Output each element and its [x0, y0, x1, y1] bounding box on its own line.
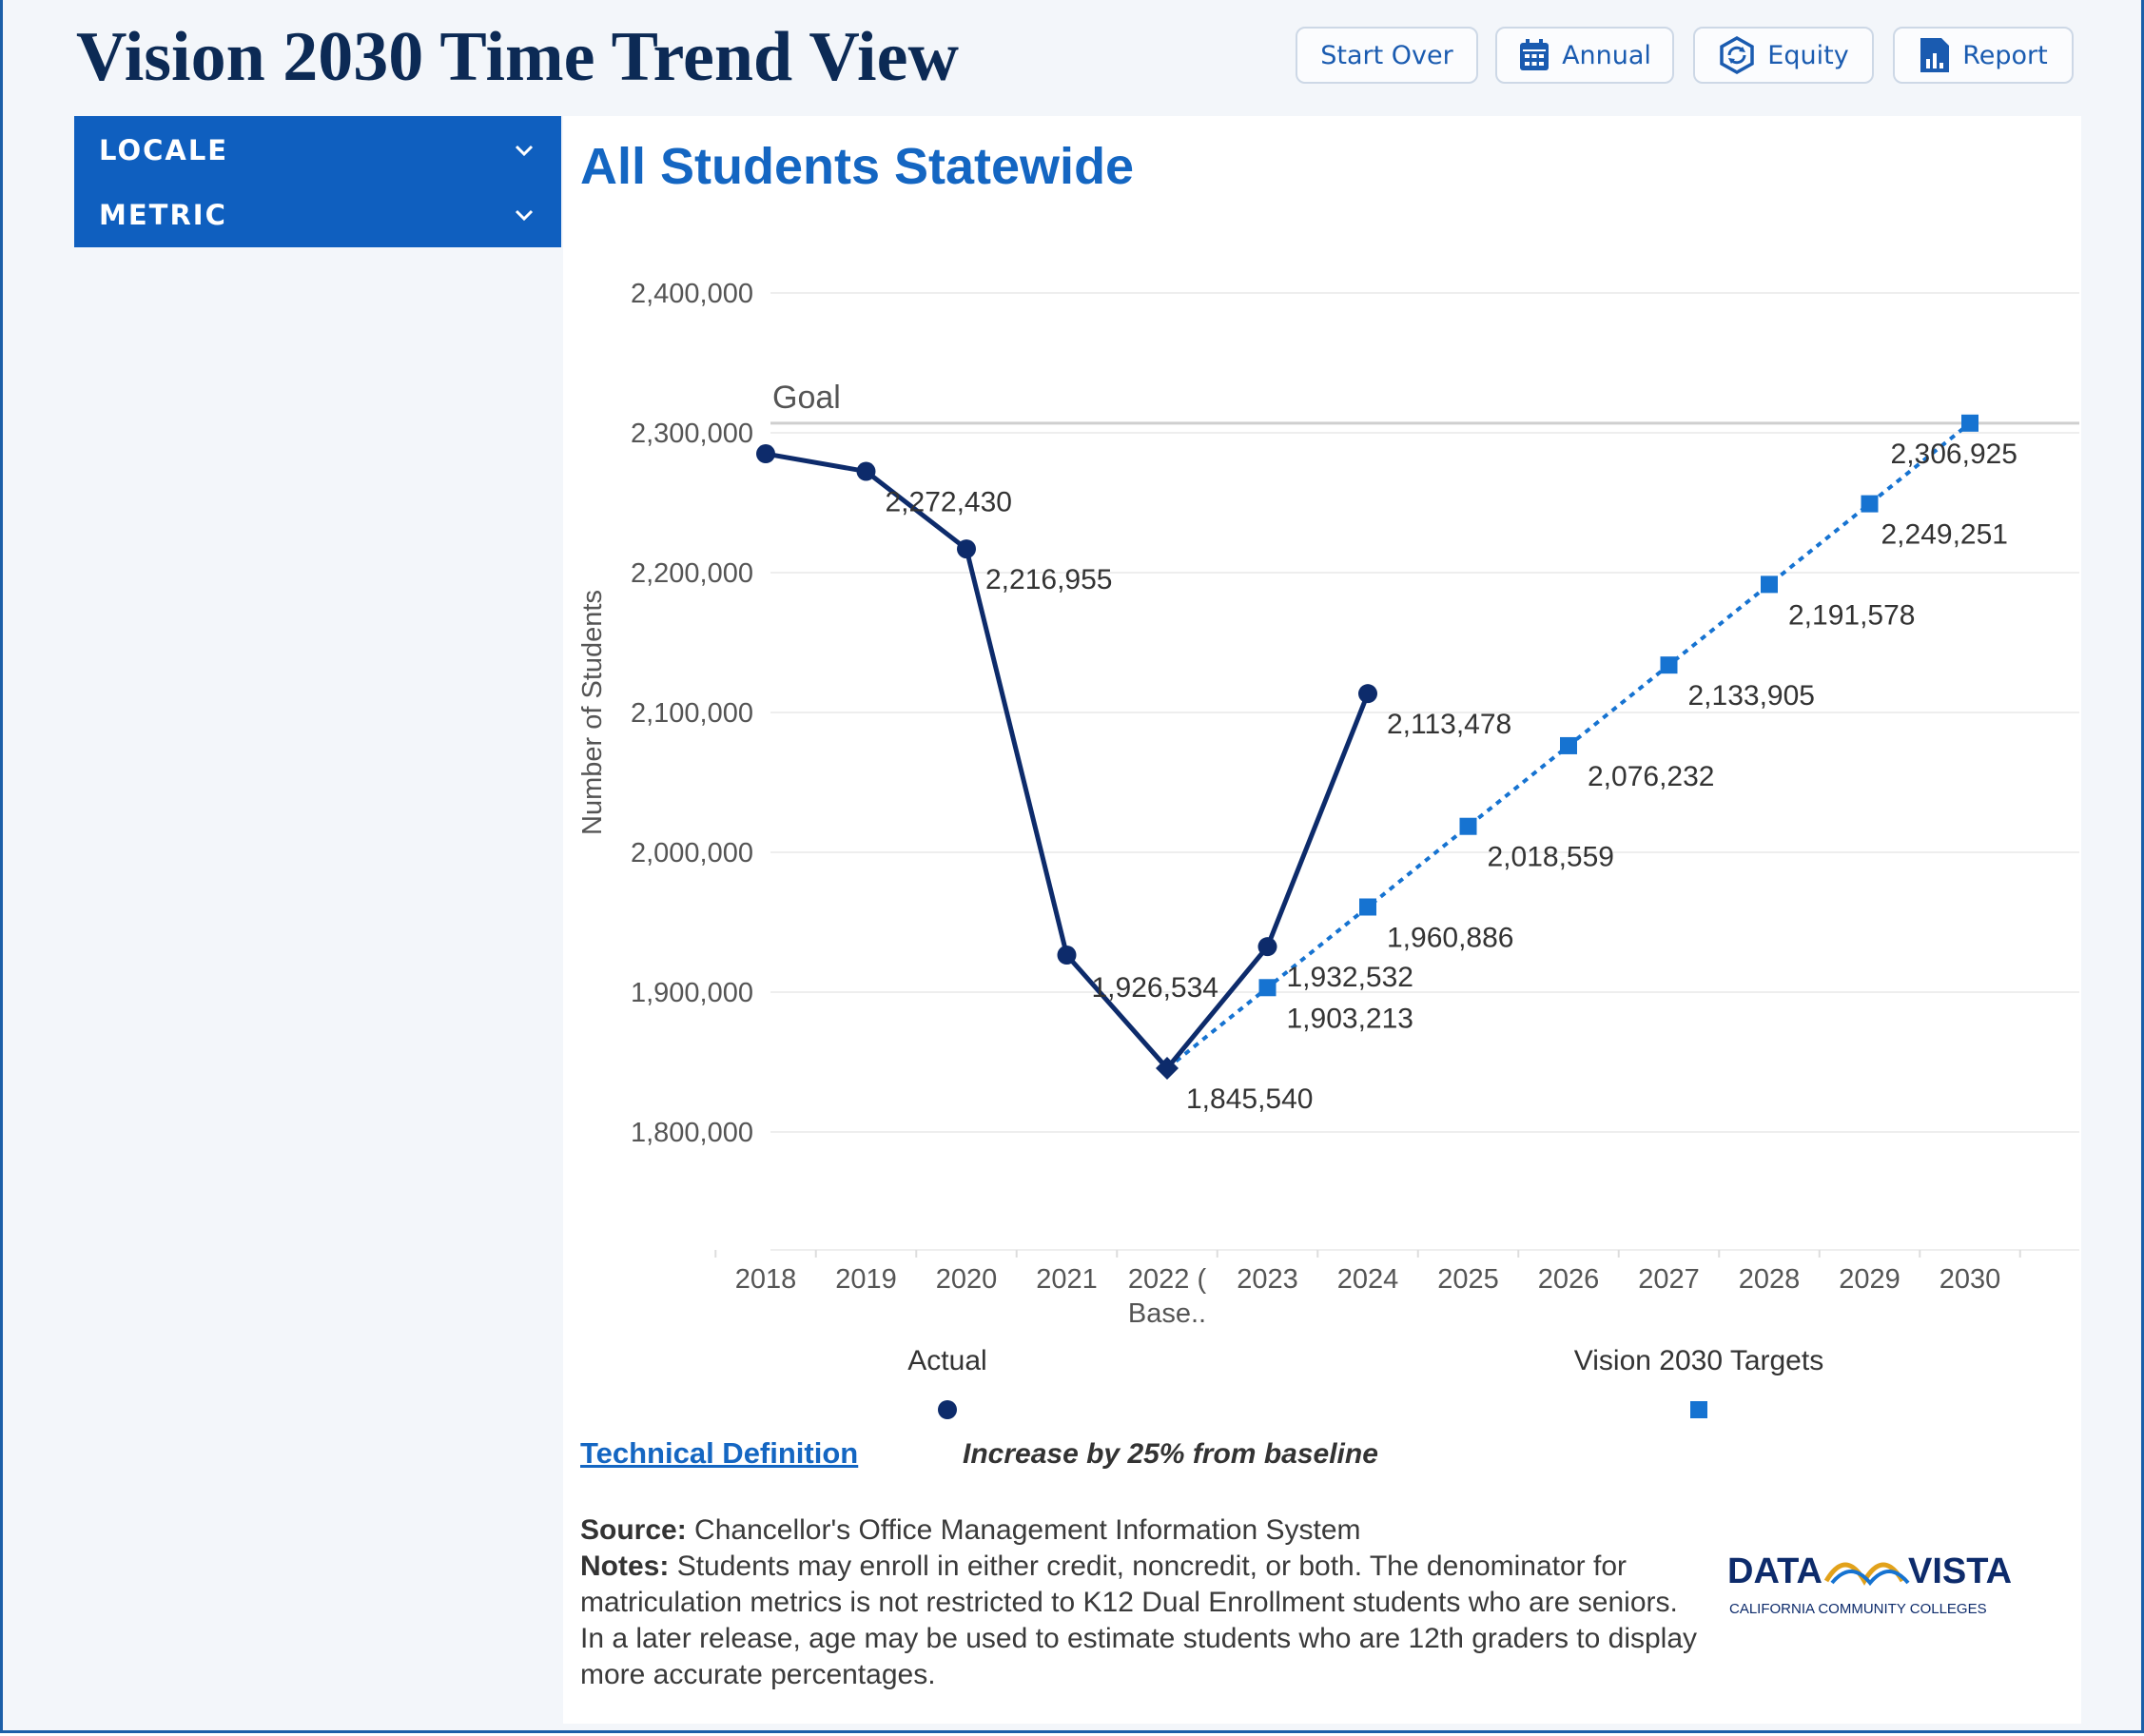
- start-over-label: Start Over: [1320, 40, 1453, 70]
- series-line-actual: [765, 451, 1371, 1071]
- data-label: 1,903,213: [1287, 1003, 1413, 1034]
- legend-marker-actual: [938, 1400, 957, 1419]
- data-label: 2,272,430: [886, 487, 1012, 518]
- source-text: Chancellor's Office Management Informati…: [694, 1514, 1361, 1546]
- x-tick-label: 2021: [1036, 1264, 1098, 1295]
- y-tick-label: 2,100,000: [631, 698, 753, 729]
- equity-button[interactable]: Equity: [1693, 27, 1874, 84]
- legend-label-actual: Actual: [907, 1345, 986, 1376]
- report-icon: [1920, 38, 1950, 72]
- point-target: [1459, 817, 1477, 835]
- y-tick-label: 1,800,000: [631, 1118, 753, 1148]
- legend-label-targets: Vision 2030 Targets: [1574, 1345, 1823, 1376]
- point-target: [1258, 979, 1277, 997]
- point-actual: [756, 444, 775, 464]
- annual-label: Annual: [1562, 40, 1651, 70]
- logo-word-right: VISTA: [1908, 1551, 2012, 1591]
- data-label: 2,306,925: [1891, 439, 2017, 470]
- technical-definition-text: Increase by 25% from baseline: [963, 1438, 1378, 1470]
- chevron-down-icon: [515, 209, 534, 222]
- sidebar-item-label: METRIC: [99, 199, 227, 231]
- y-tick-label: 1,900,000: [631, 978, 753, 1008]
- point-target: [1660, 656, 1678, 674]
- start-over-button[interactable]: Start Over: [1296, 27, 1478, 84]
- chart-title: All Students Statewide: [580, 138, 1135, 195]
- page-title: Vision 2030 Time Trend View: [76, 18, 959, 96]
- equity-label: Equity: [1767, 40, 1849, 70]
- x-tick-label: 2019: [835, 1264, 897, 1295]
- sidebar-item-label: LOCALE: [99, 134, 229, 166]
- x-tick-label: 2027: [1638, 1264, 1700, 1295]
- point-target: [1961, 414, 1978, 432]
- point-actual-baseline: [1156, 1057, 1179, 1081]
- logo-word-left: DATA: [1727, 1551, 1822, 1591]
- notes-text: Students may enroll in either credit, no…: [580, 1551, 1698, 1690]
- point-actual: [957, 539, 976, 559]
- point-actual: [1057, 945, 1077, 965]
- chevron-down-icon: [515, 145, 534, 157]
- x-tick-label: 2026: [1538, 1264, 1600, 1295]
- calendar-icon: [1520, 39, 1550, 70]
- main-panel: All Students Statewide 2,400,000 2,300,00…: [563, 116, 2081, 1724]
- point-target: [1861, 495, 1879, 513]
- data-label: 2,249,251: [1881, 519, 2008, 551]
- goal-label: Goal: [772, 380, 841, 416]
- data-label: 2,113,478: [1387, 709, 1511, 740]
- report-button[interactable]: Report: [1893, 27, 2074, 84]
- data-label: 1,845,540: [1186, 1083, 1313, 1115]
- point-target: [1761, 575, 1778, 594]
- y-tick-label: 2,200,000: [631, 558, 753, 589]
- logo-tagline: CALIFORNIA COMMUNITY COLLEGES: [1729, 1601, 1987, 1617]
- y-tick-label: 2,000,000: [631, 838, 753, 868]
- equity-icon: [1720, 36, 1755, 74]
- line-chart: 2,400,000 2,300,000 2,200,000 2,100,000 2,00…: [577, 279, 2079, 1419]
- x-tick-label: 2022 (Base..: [1128, 1264, 1207, 1329]
- x-tick-label: 2020: [936, 1264, 998, 1295]
- x-tick-label: 2023: [1237, 1264, 1298, 1295]
- sidebar: LOCALE METRIC: [74, 116, 561, 247]
- point-actual: [1257, 937, 1277, 957]
- source-label: Source:: [580, 1514, 687, 1546]
- point-actual: [1358, 684, 1377, 704]
- y-axis-label: Number of Students: [577, 590, 608, 835]
- datavista-logo: DATA VISTA CALIFORNIA COMMUNITY COLLEGES: [1727, 1551, 2012, 1617]
- source-notes: Source: Chancellor's Office Management I…: [580, 1512, 1703, 1693]
- sidebar-item-locale[interactable]: LOCALE: [74, 122, 561, 179]
- point-target: [1560, 736, 1577, 754]
- annual-button[interactable]: Annual: [1495, 27, 1674, 84]
- x-tick-label: 2030: [1939, 1264, 2001, 1295]
- report-label: Report: [1962, 40, 2048, 70]
- data-label: 1,926,534: [1092, 972, 1218, 1004]
- data-label: 2,133,905: [1688, 680, 1815, 712]
- y-tick-label: 2,400,000: [631, 279, 753, 309]
- y-tick-label: 2,300,000: [631, 419, 753, 449]
- notes-label: Notes:: [580, 1551, 670, 1582]
- x-tick-label: 2025: [1437, 1264, 1499, 1295]
- technical-definition-link[interactable]: Technical Definition: [580, 1436, 859, 1470]
- point-actual: [856, 461, 876, 481]
- legend-marker-targets: [1690, 1401, 1707, 1418]
- x-tick-label: 2024: [1337, 1264, 1399, 1295]
- data-label: 2,076,232: [1588, 761, 1714, 792]
- data-label: 2,216,955: [985, 564, 1112, 595]
- x-tick-label: 2028: [1739, 1264, 1801, 1295]
- point-target: [1359, 898, 1376, 916]
- x-tick-label: 2018: [735, 1264, 797, 1295]
- data-label: 1,932,532: [1287, 962, 1413, 993]
- x-tick-label: 2029: [1839, 1264, 1900, 1295]
- data-label: 2,018,559: [1488, 842, 1614, 873]
- sidebar-item-metric[interactable]: METRIC: [74, 186, 561, 244]
- data-label: 2,191,578: [1788, 599, 1915, 631]
- data-label: 1,960,886: [1387, 922, 1513, 953]
